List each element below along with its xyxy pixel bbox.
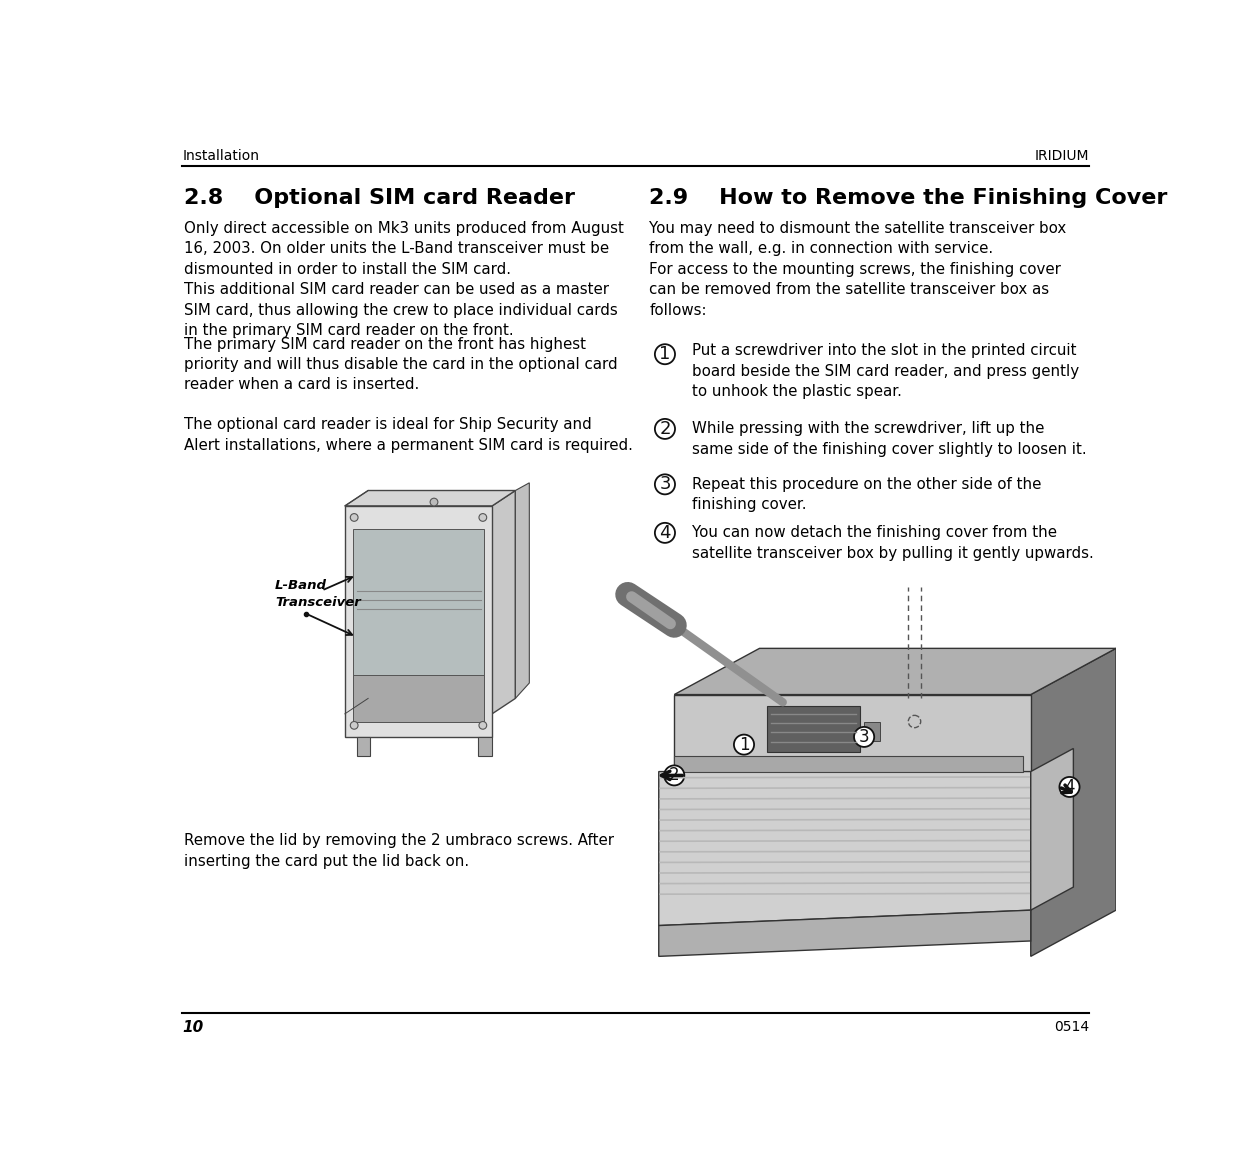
Text: While pressing with the screwdriver, lift up the
same side of the finishing cove: While pressing with the screwdriver, lif… — [692, 422, 1086, 457]
Circle shape — [854, 726, 874, 746]
Polygon shape — [1030, 648, 1116, 957]
Text: Repeat this procedure on the other side of the
finishing cover.: Repeat this procedure on the other side … — [692, 477, 1042, 512]
Polygon shape — [864, 722, 879, 741]
Text: The primary SIM card reader on the front has highest
priority and will thus disa: The primary SIM card reader on the front… — [185, 336, 618, 392]
Text: You can now detach the finishing cover from the
satellite transceiver box by pul: You can now detach the finishing cover f… — [692, 526, 1094, 561]
Polygon shape — [675, 695, 1030, 772]
Text: You may need to dismount the satellite transceiver box
from the wall, e.g. in co: You may need to dismount the satellite t… — [650, 221, 1066, 318]
Circle shape — [655, 419, 675, 439]
Polygon shape — [352, 529, 485, 722]
Text: 0514: 0514 — [1054, 1020, 1089, 1034]
Text: 1: 1 — [660, 346, 671, 363]
Circle shape — [1059, 777, 1080, 797]
Circle shape — [430, 499, 438, 506]
Text: Only direct accessible on Mk3 units produced from August
16, 2003. On older unit: Only direct accessible on Mk3 units prod… — [185, 221, 624, 338]
Polygon shape — [352, 675, 485, 722]
Text: 10: 10 — [182, 1020, 203, 1035]
Polygon shape — [357, 737, 371, 756]
Text: 2: 2 — [668, 766, 680, 785]
Text: 2.8    Optional SIM card Reader: 2.8 Optional SIM card Reader — [185, 188, 575, 208]
Text: IRIDIUM: IRIDIUM — [1034, 148, 1089, 162]
Circle shape — [655, 474, 675, 494]
Circle shape — [734, 735, 754, 755]
Polygon shape — [516, 482, 529, 698]
Circle shape — [479, 722, 486, 729]
Text: 4: 4 — [660, 524, 671, 542]
Polygon shape — [675, 648, 1116, 695]
Text: 3: 3 — [859, 728, 869, 746]
Circle shape — [655, 345, 675, 364]
Circle shape — [479, 514, 486, 521]
Circle shape — [665, 765, 684, 785]
Polygon shape — [1030, 749, 1074, 910]
Text: 2.9    How to Remove the Finishing Cover: 2.9 How to Remove the Finishing Cover — [650, 188, 1168, 208]
Text: 4: 4 — [1064, 778, 1075, 795]
Text: L-Band
Transceiver: L-Band Transceiver — [275, 579, 361, 610]
Text: 2: 2 — [660, 420, 671, 438]
Polygon shape — [658, 910, 1030, 957]
Polygon shape — [492, 491, 516, 714]
Text: 3: 3 — [660, 475, 671, 493]
Polygon shape — [675, 756, 1023, 772]
Text: Put a screwdriver into the slot in the printed circuit
board beside the SIM card: Put a screwdriver into the slot in the p… — [692, 343, 1079, 399]
Text: Installation: Installation — [182, 148, 259, 162]
Text: 1: 1 — [739, 736, 749, 753]
Text: Remove the lid by removing the 2 umbraco screws. After
inserting the card put th: Remove the lid by removing the 2 umbraco… — [185, 833, 615, 869]
Text: The optional card reader is ideal for Ship Security and
Alert installations, whe: The optional card reader is ideal for Sh… — [185, 417, 634, 453]
Polygon shape — [768, 707, 861, 752]
Circle shape — [351, 722, 358, 729]
Circle shape — [351, 514, 358, 521]
Circle shape — [655, 523, 675, 543]
Polygon shape — [658, 772, 1030, 925]
Polygon shape — [345, 506, 492, 737]
Polygon shape — [479, 737, 492, 756]
Polygon shape — [345, 491, 516, 506]
